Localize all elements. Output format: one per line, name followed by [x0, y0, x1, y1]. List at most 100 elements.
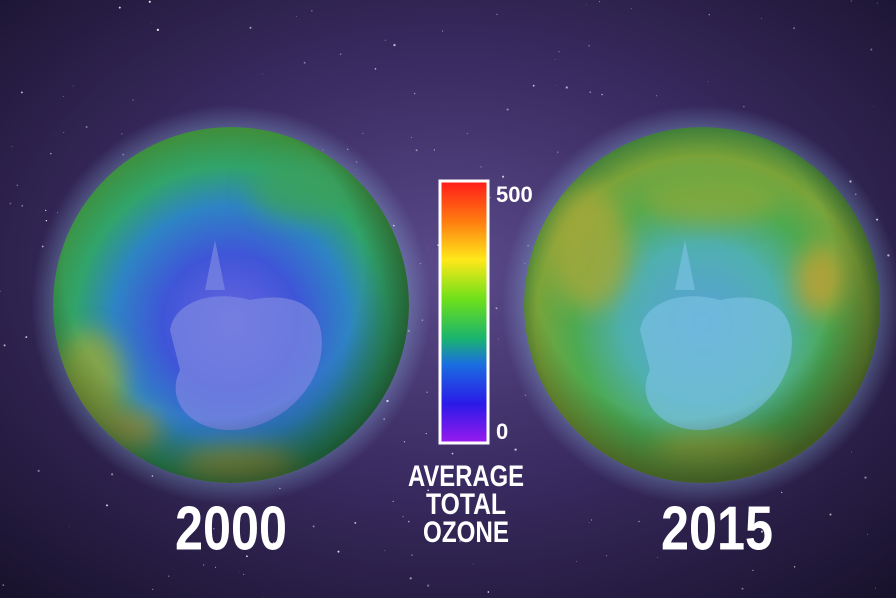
- star: [442, 30, 444, 32]
- star: [152, 588, 154, 591]
- star: [272, 541, 275, 544]
- star: [829, 513, 832, 516]
- star: [425, 433, 427, 435]
- star: [495, 307, 498, 310]
- star: [707, 81, 709, 83]
- star: [339, 53, 342, 55]
- star: [472, 563, 474, 565]
- star: [427, 584, 430, 587]
- star: [589, 91, 592, 94]
- star: [312, 525, 315, 528]
- star: [708, 13, 711, 16]
- star: [25, 336, 28, 339]
- star: [427, 489, 430, 492]
- star: [295, 16, 297, 17]
- star: [410, 137, 412, 138]
- star: [591, 519, 593, 521]
- star: [638, 520, 640, 523]
- star: [588, 522, 590, 524]
- globe-2015: [524, 127, 880, 483]
- star: [656, 95, 658, 97]
- star: [498, 338, 500, 340]
- star: [411, 554, 413, 556]
- star: [392, 500, 394, 503]
- star: [118, 6, 121, 9]
- star: [588, 45, 590, 47]
- star: [62, 96, 64, 97]
- star: [850, 0, 852, 2]
- star: [741, 587, 744, 590]
- star: [864, 476, 867, 479]
- star: [242, 573, 245, 576]
- star: [354, 521, 357, 524]
- star: [156, 28, 160, 32]
- star: [760, 18, 762, 19]
- star: [150, 22, 152, 23]
- star: [63, 132, 65, 134]
- star: [532, 84, 535, 87]
- year-label: 2000: [175, 494, 287, 563]
- color-bar-min: 0: [496, 419, 508, 444]
- star: [743, 106, 745, 108]
- color-bar: [438, 179, 490, 445]
- star: [496, 13, 498, 15]
- star: [458, 539, 462, 543]
- star: [311, 10, 313, 12]
- star: [50, 152, 52, 155]
- star: [866, 533, 869, 535]
- color-bar-label: AVERAGE: [408, 460, 524, 493]
- star: [480, 166, 482, 168]
- star: [203, 564, 205, 566]
- star: [557, 151, 559, 153]
- star: [384, 39, 386, 41]
- star: [506, 108, 509, 111]
- star: [851, 451, 852, 453]
- star: [121, 133, 123, 135]
- color-bar-label: OZONE: [423, 516, 509, 549]
- star: [752, 569, 754, 572]
- star: [489, 197, 491, 199]
- star: [402, 515, 404, 518]
- star: [384, 550, 386, 551]
- star: [870, 48, 873, 51]
- star: [263, 596, 265, 598]
- star: [68, 526, 70, 528]
- star: [554, 59, 556, 60]
- star: [760, 530, 764, 533]
- star: [415, 149, 418, 152]
- star: [480, 503, 482, 506]
- star: [426, 391, 428, 394]
- star: [781, 491, 783, 494]
- star: [630, 8, 632, 10]
- star: [9, 202, 12, 205]
- star: [85, 125, 88, 129]
- star: [409, 577, 412, 580]
- star: [514, 448, 517, 451]
- globe-2000: [53, 127, 409, 483]
- star: [72, 85, 74, 87]
- star: [586, 4, 587, 5]
- star: [3, 344, 6, 347]
- star: [576, 561, 577, 562]
- star: [393, 43, 396, 47]
- star: [20, 91, 23, 94]
- star: [374, 67, 377, 70]
- star: [21, 204, 24, 207]
- star: [601, 93, 603, 96]
- star: [876, 2, 878, 4]
- star: [793, 566, 796, 568]
- star: [168, 575, 170, 577]
- star: [480, 495, 483, 498]
- star: [45, 219, 48, 222]
- star: [337, 550, 340, 553]
- star: [554, 84, 556, 86]
- star: [262, 73, 263, 75]
- star: [872, 105, 874, 107]
- color-bar-label: TOTAL: [426, 488, 506, 521]
- star: [433, 149, 436, 151]
- star: [565, 86, 568, 89]
- star: [37, 469, 40, 473]
- star: [132, 99, 134, 101]
